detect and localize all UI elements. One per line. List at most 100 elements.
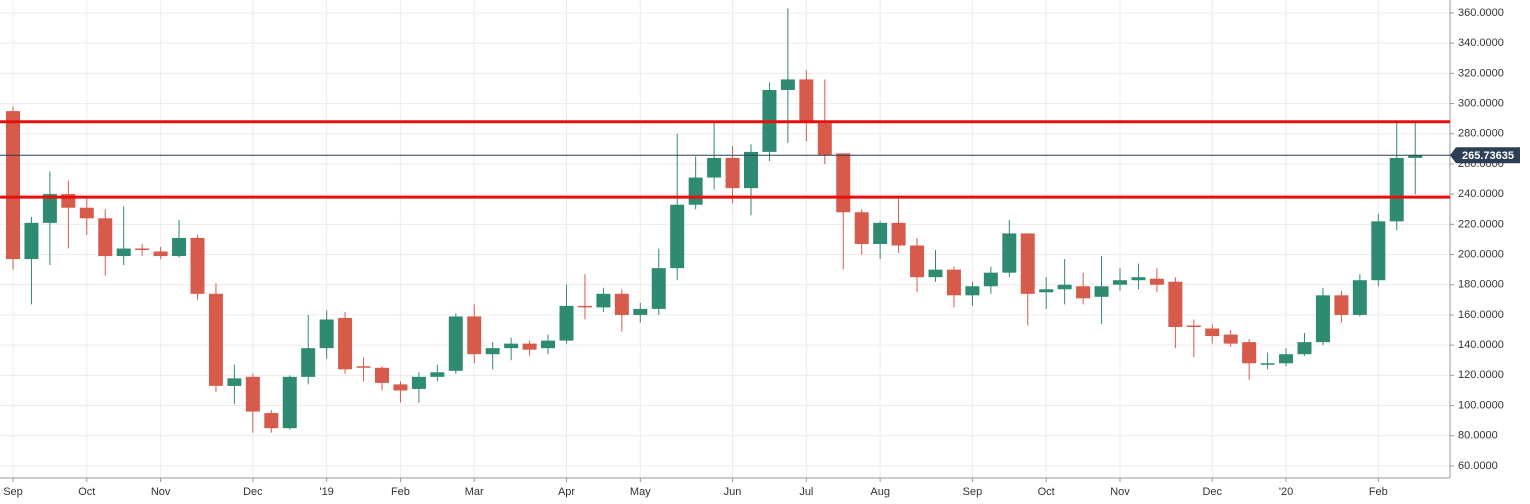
candle-body: [282, 376, 297, 429]
x-tick-label: Mar: [465, 486, 484, 498]
y-tick-label: 60.0000: [1458, 460, 1498, 472]
candle-body: [910, 245, 925, 278]
candle-body: [264, 413, 279, 429]
y-tick-label: 80.0000: [1458, 430, 1498, 442]
x-tick-label: Sep: [3, 486, 23, 498]
candle-body: [1352, 280, 1367, 315]
candle-body: [79, 207, 94, 219]
candle-body: [1279, 354, 1294, 364]
x-tick-label: Feb: [1369, 486, 1388, 498]
x-tick-label: '19: [319, 486, 333, 498]
candle-body: [688, 177, 703, 205]
candle-body: [356, 366, 371, 368]
candle-body: [596, 293, 611, 308]
y-tick-label: 200.0000: [1458, 248, 1504, 260]
candle-body: [817, 123, 832, 155]
candle-body: [1020, 233, 1035, 294]
x-tick-label: Nov: [1110, 486, 1130, 498]
candle-body: [1094, 286, 1109, 297]
candle-body: [725, 157, 740, 189]
x-tick-label: '20: [1279, 486, 1293, 498]
y-tick-label: 360.0000: [1458, 7, 1504, 19]
candle-body: [208, 293, 223, 386]
candle-body: [467, 316, 482, 355]
candle-body: [245, 376, 260, 412]
candle-body: [744, 151, 758, 189]
y-tick-label: 300.0000: [1458, 97, 1504, 109]
candle-body: [873, 222, 888, 244]
last-price-label: 265.73635: [1462, 150, 1514, 162]
x-tick-label: Dec: [1202, 486, 1222, 498]
candle-body: [24, 222, 39, 260]
candle-body: [1408, 155, 1423, 158]
candle-body: [135, 248, 150, 251]
candle-body: [614, 293, 629, 315]
candle-body: [633, 308, 648, 315]
y-tick-label: 340.0000: [1458, 37, 1504, 49]
candle-body: [448, 316, 463, 371]
candle-body: [707, 157, 722, 178]
candle-body: [891, 222, 906, 246]
candle-body: [983, 272, 998, 287]
candle-body: [670, 204, 685, 269]
candle-body: [1389, 157, 1404, 222]
candle-body: [1242, 342, 1257, 364]
x-tick-label: Jul: [799, 486, 813, 498]
candle-body: [1260, 363, 1275, 365]
y-tick-label: 180.0000: [1458, 279, 1504, 291]
x-tick-label: Apr: [558, 486, 575, 498]
x-tick-label: Dec: [243, 486, 263, 498]
candle-body: [301, 348, 316, 377]
candle-body: [946, 269, 961, 296]
candle-body: [98, 218, 113, 257]
candle-body: [172, 237, 187, 257]
y-tick-label: 320.0000: [1458, 67, 1504, 79]
x-tick-label: Feb: [391, 486, 410, 498]
y-tick-label: 220.0000: [1458, 218, 1504, 230]
candle-body: [1168, 281, 1183, 328]
candle-body: [338, 317, 353, 370]
y-tick-label: 120.0000: [1458, 369, 1504, 381]
candle-body: [541, 340, 556, 349]
x-tick-label: Oct: [1038, 486, 1055, 498]
candle-body: [1113, 280, 1127, 285]
candle-body: [780, 79, 795, 90]
last-price-badge: [1450, 147, 1520, 164]
x-tick-label: Oct: [78, 486, 95, 498]
candle-body: [393, 384, 408, 391]
candle-body: [1186, 325, 1201, 328]
candle-body: [965, 286, 980, 296]
candle-body: [1057, 284, 1072, 290]
candle-body: [1002, 233, 1017, 273]
x-tick-label: Aug: [870, 486, 890, 498]
x-tick-label: Nov: [151, 486, 171, 498]
candle-body: [375, 367, 389, 383]
candle-body: [485, 348, 500, 355]
x-tick-label: Jun: [724, 486, 742, 498]
candle-body: [577, 305, 592, 308]
candle-body: [319, 319, 334, 349]
candle-body: [42, 194, 57, 223]
candle-body: [1315, 295, 1330, 343]
candle-body: [1076, 286, 1091, 299]
candle-body: [1334, 295, 1349, 315]
y-tick-label: 100.0000: [1458, 399, 1504, 411]
candle-body: [1131, 277, 1146, 281]
candle-body: [854, 212, 869, 244]
candle-body: [227, 378, 242, 386]
candle-body: [153, 251, 168, 257]
candle-body: [1039, 289, 1054, 293]
candle-body: [522, 343, 537, 350]
candle-body: [6, 111, 20, 260]
y-tick-label: 240.0000: [1458, 188, 1504, 200]
candle-body: [504, 343, 519, 349]
y-tick-label: 280.0000: [1458, 128, 1504, 140]
candle-body: [1205, 328, 1220, 337]
x-tick-label: Sep: [963, 486, 983, 498]
x-tick-label: May: [630, 486, 651, 498]
candle-body: [1223, 334, 1238, 344]
candle-body: [836, 153, 851, 213]
candle-body: [411, 376, 426, 389]
candle-body: [651, 268, 666, 309]
